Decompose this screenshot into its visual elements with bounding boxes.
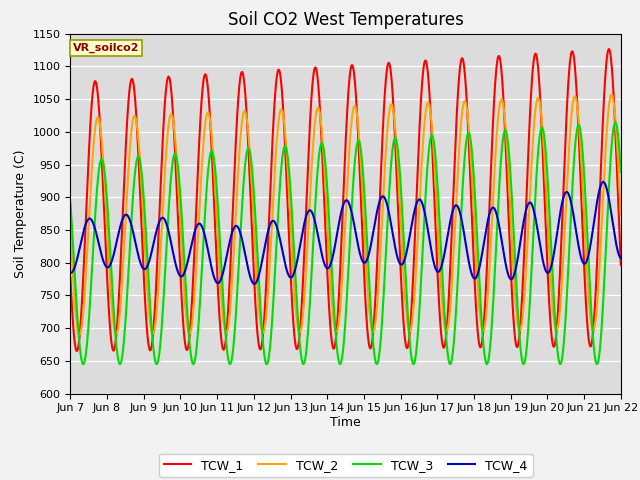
Line: TCW_1: TCW_1	[70, 49, 621, 351]
TCW_3	[397, 181, 404, 187]
TCW_4	[67, 270, 74, 276]
TCW_4	[477, 256, 485, 262]
TCW_2	[617, 212, 625, 217]
TCW_1	[397, 266, 404, 272]
TCW_3	[477, 311, 485, 316]
TCW_2	[166, 112, 174, 118]
TCW_4	[397, 262, 404, 267]
TCW_1	[73, 348, 81, 354]
TCW_3	[519, 361, 527, 367]
TCW_4	[424, 231, 432, 237]
TCW_1	[424, 76, 432, 82]
TCW_4	[277, 240, 285, 246]
TCW_3	[263, 361, 271, 367]
Line: TCW_3: TCW_3	[70, 122, 621, 364]
TCW_2	[76, 332, 83, 337]
Line: TCW_4: TCW_4	[70, 182, 621, 284]
TCW_1	[617, 262, 625, 268]
TCW_3	[277, 171, 285, 177]
TCW_1	[166, 81, 174, 87]
TCW_3	[67, 200, 74, 206]
Legend: TCW_1, TCW_2, TCW_3, TCW_4: TCW_1, TCW_2, TCW_3, TCW_4	[159, 454, 532, 477]
TCW_1	[477, 343, 485, 349]
TCW_1	[277, 76, 285, 82]
TCW_3	[611, 120, 619, 125]
TCW_3	[424, 151, 432, 157]
TCW_4	[519, 222, 527, 228]
Y-axis label: Soil Temperature (C): Soil Temperature (C)	[14, 149, 27, 278]
Line: TCW_2: TCW_2	[70, 95, 621, 335]
TCW_2	[519, 310, 527, 316]
TCW_4	[166, 237, 174, 242]
X-axis label: Time: Time	[330, 416, 361, 429]
Text: VR_soilco2: VR_soilco2	[73, 43, 140, 53]
TCW_3	[617, 169, 625, 175]
TCW_4	[250, 281, 258, 287]
TCW_2	[424, 100, 432, 106]
TCW_2	[277, 107, 285, 112]
TCW_2	[397, 216, 404, 222]
TCW_2	[477, 322, 485, 328]
TCW_4	[617, 255, 625, 261]
TCW_2	[608, 92, 616, 97]
TCW_1	[519, 276, 527, 282]
TCW_3	[166, 182, 174, 188]
Title: Soil CO2 West Temperatures: Soil CO2 West Temperatures	[228, 11, 463, 29]
TCW_1	[605, 46, 612, 52]
TCW_1	[67, 275, 74, 281]
TCW_4	[599, 179, 607, 185]
TCW_2	[67, 226, 74, 232]
